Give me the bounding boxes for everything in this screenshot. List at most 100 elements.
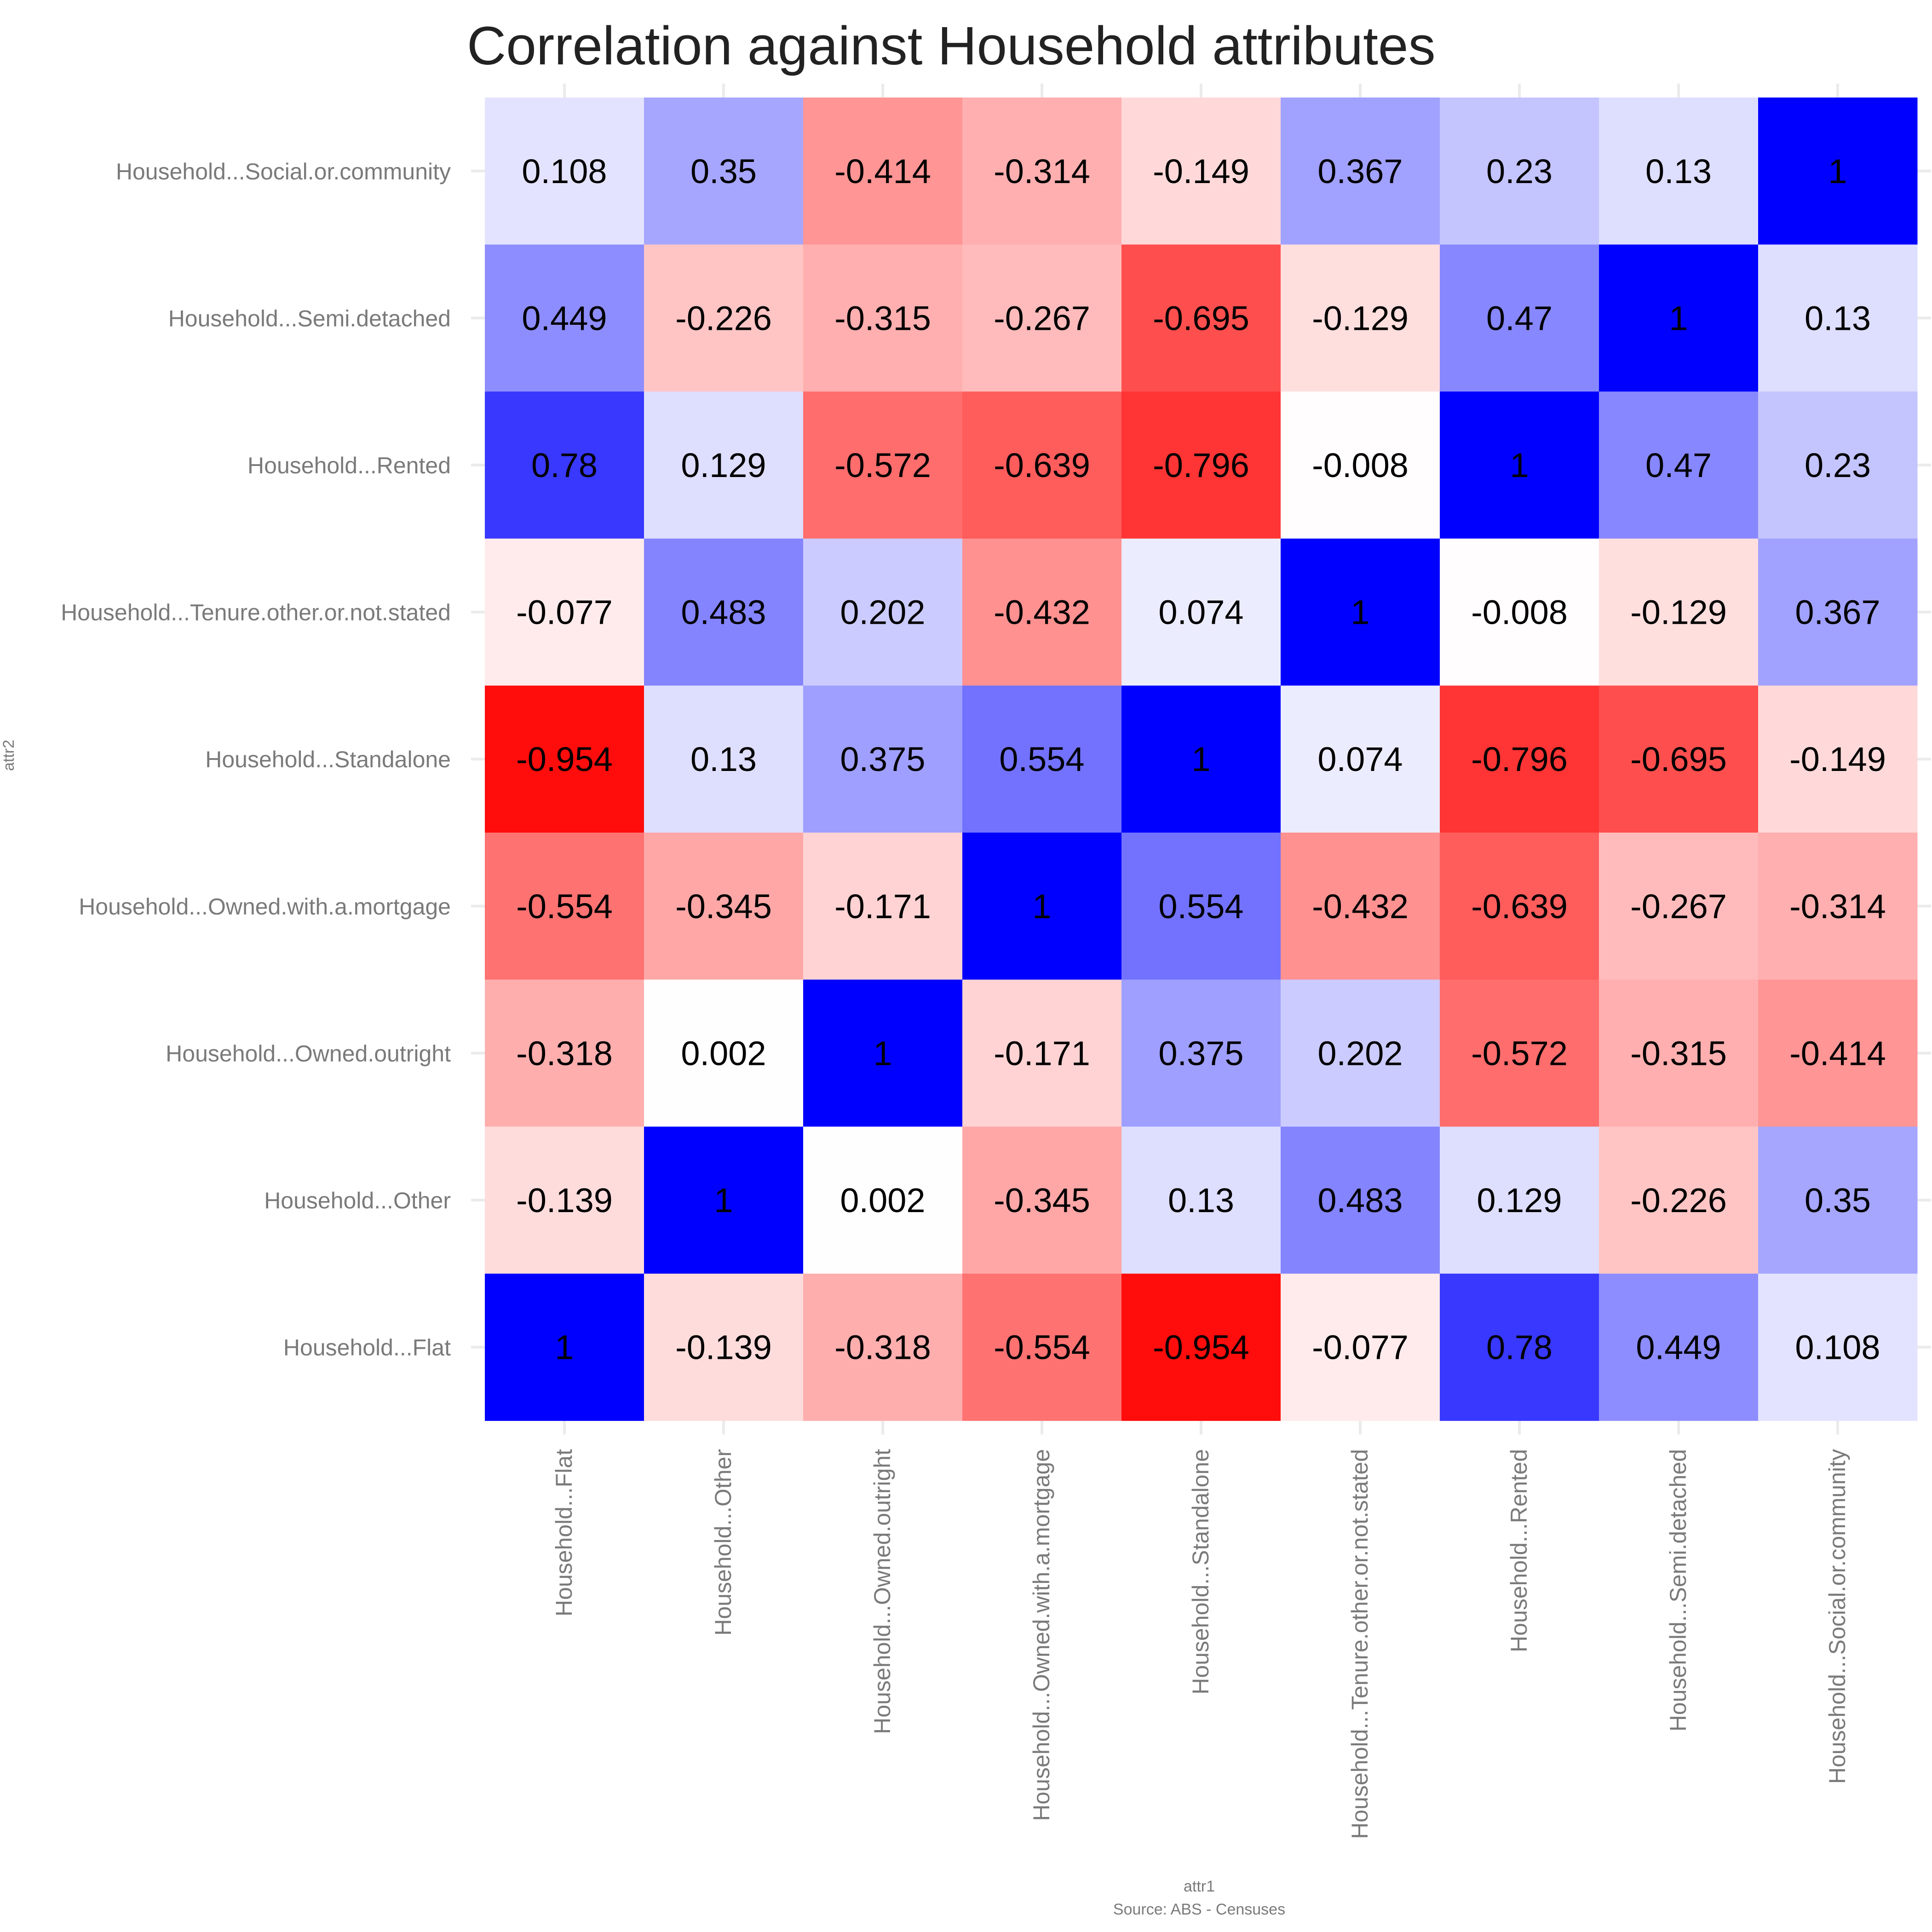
heatmap-cell [1440,685,1599,833]
x-tick-label: Household...Standalone [1188,1449,1213,1695]
heatmap-cell [1440,1127,1599,1274]
cell-value-label: -0.414 [834,152,931,190]
heatmap-cell [644,979,804,1127]
y-tick-label: Household...Owned.with.a.mortgage [79,894,451,920]
heatmap-cell [1599,538,1759,686]
heatmap-cell [1281,1127,1440,1274]
cell-value-label: -0.171 [994,1034,1090,1072]
y-tick-label: Household...Social.or.community [116,159,451,184]
heatmap-cell [1599,979,1759,1127]
heatmap-cell [1281,244,1440,392]
cell-value-label: -0.432 [1312,887,1409,926]
heatmap-cell [1121,833,1281,980]
heatmap-cell [803,979,963,1127]
y-tick-label: Household...Standalone [205,747,451,772]
heatmap-cell [1121,538,1281,686]
heatmap-cell [1599,98,1759,245]
heatmap-cell [962,98,1122,245]
cell-value-label: -0.129 [1312,299,1409,337]
heatmap-cell [1121,244,1281,392]
cell-value-label: 0.108 [1795,1328,1880,1367]
heatmap-cell [1758,685,1918,833]
cell-value-label: 1 [1510,446,1529,484]
y-tick-labels: Household...Social.or.community Household… [61,159,451,1361]
cell-value-label: -0.572 [834,446,931,484]
heatmap-cell [644,1273,804,1421]
heatmap-cell [1599,833,1759,980]
heatmap-cell [962,685,1122,833]
cell-value-label: -0.171 [834,887,931,926]
cell-value-label: -0.008 [1312,446,1409,484]
cell-value-label: -0.267 [994,299,1090,337]
heatmap-cell [803,833,963,980]
heatmap-cell [1758,833,1918,980]
heatmap-cell [1599,391,1759,539]
cell-value-label: -0.129 [1630,593,1727,632]
cell-value-label: 0.367 [1317,152,1403,190]
cell-value-label: -0.077 [516,593,613,632]
cell-value-label: 1 [1032,887,1051,926]
heatmap-cell [962,833,1122,980]
cell-value-label: 1 [1351,593,1369,632]
heatmap-cell [803,391,963,539]
cell-value-label: 0.129 [1477,1181,1562,1219]
heatmap-cell [1281,98,1440,245]
heatmap-cell [1440,391,1599,539]
cell-value-label: 1 [555,1328,574,1367]
cell-value-label: -0.267 [1630,887,1727,926]
cell-value-label: 0.13 [690,740,757,778]
cell-value-label: 0.13 [1645,152,1712,190]
chart-title: Correlation against Household attributes [467,16,1436,76]
cell-value-label: 1 [714,1181,733,1219]
x-tick-label: Household...Rented [1506,1449,1532,1652]
heatmap-cell [1758,538,1918,686]
heatmap-cell [1599,1127,1759,1274]
cell-value-label: -0.314 [1789,887,1886,926]
cell-value-label: -0.008 [1471,593,1568,632]
heatmap-cell [962,1127,1122,1274]
y-tick-label: Household...Flat [283,1335,451,1361]
x-tick-label: Household...Owned.with.a.mortgage [1029,1449,1054,1821]
heatmap-cell [962,244,1122,392]
heatmap-cell [485,98,644,245]
cell-value-label: 0.13 [1168,1181,1234,1219]
y-tick-label: Household...Rented [247,453,451,478]
cell-value-label: -0.554 [994,1328,1090,1367]
heatmap-cell [644,833,804,980]
heatmap-cell [803,244,963,392]
cell-value-label: -0.695 [1630,740,1727,778]
y-tick-label: Household...Semi.detached [168,305,451,331]
cell-value-label: 0.23 [1486,152,1552,190]
cell-value-label: 0.483 [681,593,766,632]
cell-value-label: -0.695 [1153,299,1249,337]
heatmap-cell [485,1273,644,1421]
heatmap-cells: 0.108 0.35 -0.414 -0.314 -0.149 0.367 0.23 0.13… [485,98,1918,1421]
heatmap-cell [1281,391,1440,539]
cell-value-label: 0.108 [522,152,607,190]
cell-value-label: 0.13 [1805,299,1871,337]
cell-value-label: 0.074 [1158,593,1243,632]
heatmap-cell [485,685,644,833]
y-tick-label: Household...Owned.outright [166,1041,451,1066]
x-tick-labels: Household...Flat Household...Other Househo… [551,1449,1850,1839]
heatmap-cell [1281,538,1440,686]
cell-value-label: 1 [1669,299,1688,337]
heatmap-cell [1758,979,1918,1127]
x-tick-label: Household...Flat [551,1449,577,1616]
y-axis-title: attr2 [0,740,17,771]
heatmap-cell [644,685,804,833]
x-tick-label: Household...Tenure.other.or.not.stated [1347,1449,1373,1839]
x-tick-label: Household...Social.or.community [1824,1449,1850,1784]
heatmap-cell [1758,1127,1918,1274]
x-tick-label: Household...Owned.outright [869,1449,895,1734]
heatmap-cell [1281,979,1440,1127]
heatmap-cell [1121,685,1281,833]
cell-value-label: -0.432 [994,593,1090,632]
heatmap-cell [644,538,804,686]
cell-value-label: 0.23 [1805,446,1871,484]
cell-value-label: -0.639 [1471,887,1568,926]
cell-value-label: 0.367 [1795,593,1880,632]
heatmap-cell [962,979,1122,1127]
heatmap-cell [644,391,804,539]
